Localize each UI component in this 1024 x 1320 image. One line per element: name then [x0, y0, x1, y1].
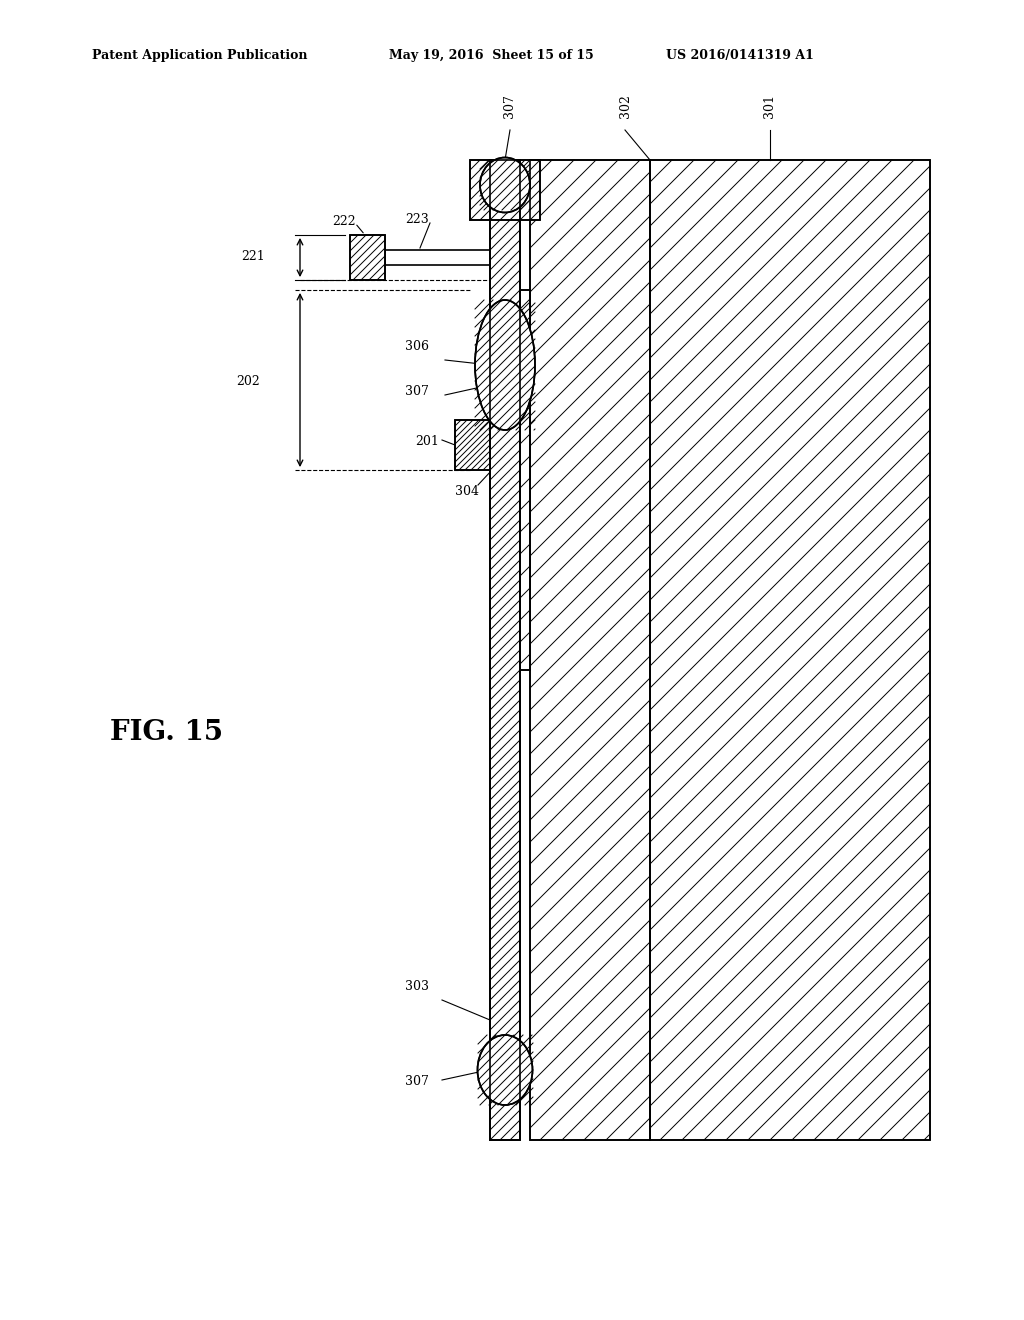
Text: 223: 223 — [406, 213, 429, 226]
Bar — [350, 235, 385, 280]
Text: 221: 221 — [242, 249, 265, 263]
Bar — [470, 160, 540, 220]
Bar — [350, 235, 385, 280]
Ellipse shape — [480, 157, 530, 213]
Bar — [520, 290, 530, 671]
Bar — [490, 160, 520, 1140]
Bar — [490, 160, 520, 1140]
Text: 305: 305 — [500, 560, 524, 573]
Ellipse shape — [477, 1035, 532, 1105]
Text: 202: 202 — [237, 375, 260, 388]
Bar — [470, 160, 540, 220]
Ellipse shape — [475, 300, 535, 430]
Text: Patent Application Publication: Patent Application Publication — [92, 49, 307, 62]
Bar — [385, 249, 490, 265]
Text: FIG. 15: FIG. 15 — [110, 719, 223, 746]
Text: 303: 303 — [406, 979, 429, 993]
Bar — [490, 160, 520, 1140]
Text: 301: 301 — [764, 94, 776, 117]
Bar — [520, 290, 530, 671]
Bar — [650, 160, 930, 1140]
Bar — [455, 420, 490, 470]
Text: 307: 307 — [406, 1074, 429, 1088]
Text: US 2016/0141319 A1: US 2016/0141319 A1 — [666, 49, 813, 62]
Text: 306: 306 — [406, 341, 429, 352]
Bar — [530, 160, 650, 1140]
Text: 302: 302 — [618, 94, 632, 117]
Text: 201: 201 — [415, 436, 439, 447]
Bar — [530, 160, 650, 1140]
Text: 222: 222 — [332, 215, 355, 228]
Text: 307: 307 — [406, 385, 429, 399]
Text: 304: 304 — [455, 484, 479, 498]
Bar — [455, 420, 490, 470]
Text: May 19, 2016  Sheet 15 of 15: May 19, 2016 Sheet 15 of 15 — [389, 49, 594, 62]
Text: 307: 307 — [504, 94, 516, 117]
Bar — [650, 160, 930, 1140]
